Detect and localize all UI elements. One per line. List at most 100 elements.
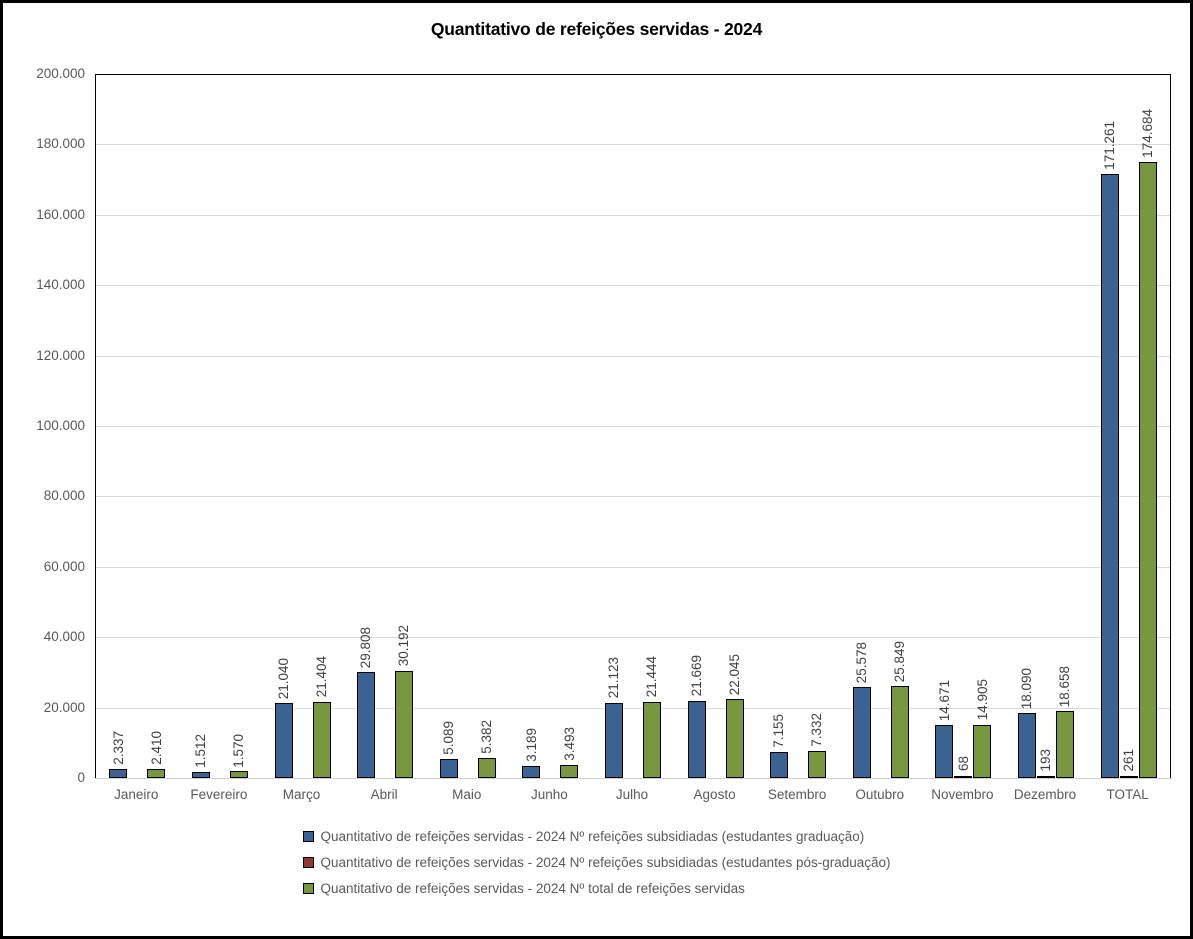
bar-graduacao-janeiro [109,768,128,778]
bar-group-fevereiro: 1.512 1.570 [179,74,262,778]
data-label-graduacao-agosto: 21.669 [688,655,704,697]
x-label-julho: Julho [615,787,649,802]
bar-total-setembro [808,751,827,778]
bar-cell-total-dezembro: 18.658 [1056,666,1074,778]
data-label-total-dezembro: 18.658 [1057,666,1073,708]
plot-area: 2.337 2.410 1.512 1.570 21.040 21.404 29.808 30… [94,74,1172,779]
x-label-total: TOTAL [1106,787,1149,802]
bar-group-novembro: 14.671 68 14.905 [922,74,1005,778]
bar-cell-graduacao-junho: 3.189 [522,728,541,778]
gridline [96,214,1170,216]
x-label-maio: Maio [452,787,482,802]
bar-cell-total-setembro: 7.332 [808,713,827,778]
data-label-total-marco: 21.404 [313,656,329,698]
bar-cell-total-julho: 21.444 [642,656,661,778]
bar-cell-total-marco: 21.404 [312,656,331,778]
x-label-outubro: Outubro [855,787,905,802]
bar-graduacao-novembro [935,725,954,778]
y-tick-label: 140.000 [36,277,85,293]
legend-item-graduacao: Quantitativo de refeições servidas - 202… [302,829,865,844]
data-label-total-novembro: 14.905 [974,679,990,721]
legend-label-pos-graduacao: Quantitativo de refeições servidas - 202… [320,855,891,870]
bar-cell-graduacao-maio: 5.089 [439,721,458,778]
bar-graduacao-junho [522,765,541,778]
x-label-dezembro: Dezembro [1013,787,1077,802]
data-label-total-setembro: 7.332 [809,713,825,748]
x-label-novembro: Novembro [931,787,994,802]
y-tick-label: 200.000 [36,66,85,81]
data-label-total-maio: 5.382 [478,720,494,755]
bar-group-dezembro: 18.090 193 18.658 [1005,74,1088,778]
bar-total-marco [312,701,331,778]
y-tick-label: 60.000 [43,558,85,574]
bar-total-fevereiro [229,771,248,778]
bar-graduacao-fevereiro [191,771,210,778]
bar-graduacao-total [1100,174,1119,778]
data-label-graduacao-total: 171.261 [1101,121,1117,171]
legend-items: Quantitativo de refeições servidas - 202… [302,829,891,907]
bar-total-agosto [725,699,744,778]
bar-cell-total-abril: 30.192 [395,625,414,778]
bar-cell-graduacao-abril: 29.808 [357,626,376,778]
legend-marker-pos-graduacao-icon [302,857,314,868]
bar-cell-total-novembro: 14.905 [973,679,992,778]
data-label-total-agosto: 22.045 [726,654,742,696]
bar-total-novembro [973,724,992,778]
bar-group-agosto: 21.669 22.045 [674,74,757,778]
bar-group-maio: 5.089 5.382 [426,74,509,778]
bar-cell-pos-graduacao-total: 261 [1119,749,1138,778]
gridline [96,426,1170,427]
chart-title: Quantitativo de refeições servidas - 202… [430,19,763,39]
data-label-graduacao-maio: 5.089 [440,721,456,756]
bar-groups: 2.337 2.410 1.512 1.570 21.040 21.404 29.808 30… [96,74,1170,778]
data-label-total-fevereiro: 1.570 [231,733,247,768]
data-label-total-abril: 30.192 [396,625,412,667]
x-label-janeiro: Janeiro [114,787,159,802]
y-tick-label: 120.000 [36,347,85,363]
gridline [96,566,1170,568]
data-label-graduacao-abril: 29.808 [358,626,374,669]
legend: Quantitativo de refeições servidas - 202… [3,829,1190,907]
bar-total-junho [560,764,579,778]
legend-label-total: Quantitativo de refeições servidas - 202… [320,881,745,896]
y-tick-label: 100.000 [36,418,85,433]
gridline [96,144,1170,146]
bar-total-outubro [890,686,909,778]
bar-cell-total-janeiro: 2.410 [147,730,166,778]
gridline [96,355,1170,357]
bar-total-total [1138,162,1157,778]
data-label-total-janeiro: 2.410 [148,730,164,765]
bar-cell-graduacao-fevereiro: 1.512 [191,734,210,778]
x-axis-line [94,778,1172,779]
bar-cell-graduacao-julho: 21.123 [604,657,623,778]
bar-graduacao-julho [604,702,623,778]
bar-graduacao-abril [357,672,376,778]
x-label-marco: Março [282,787,321,802]
bar-total-julho [642,701,661,778]
data-label-total-julho: 21.444 [644,656,660,698]
bar-group-janeiro: 2.337 2.410 [96,74,179,778]
gridline [96,285,1170,287]
bar-cell-graduacao-agosto: 21.669 [687,655,706,778]
bar-pos-graduacao-total [1119,775,1138,778]
y-tick-label: 80.000 [43,488,85,504]
data-label-pos-graduacao-dezembro: 193 [1038,748,1054,772]
bar-pos-graduacao-novembro [954,775,973,778]
bar-graduacao-dezembro [1018,713,1036,778]
gridline [96,496,1170,498]
bar-graduacao-agosto [687,700,706,778]
bar-cell-total-fevereiro: 1.570 [229,733,248,778]
bar-cell-graduacao-marco: 21.040 [274,658,293,778]
bar-graduacao-marco [274,702,293,778]
bar-graduacao-outubro [852,686,871,778]
y-tick-label: 40.000 [43,629,85,645]
data-label-total-junho: 3.493 [561,726,577,761]
bar-cell-graduacao-janeiro: 2.337 [109,731,128,778]
bar-cell-graduacao-dezembro: 18.090 [1018,668,1036,778]
bar-group-marco: 21.040 21.404 [261,74,344,778]
data-label-total-total: 174.684 [1139,109,1155,159]
bar-total-maio [477,758,496,778]
y-tick-label: 20.000 [43,699,85,715]
bar-group-outubro: 25.578 25.849 [839,74,922,778]
legend-label-graduacao: Quantitativo de refeições servidas - 202… [320,829,865,844]
